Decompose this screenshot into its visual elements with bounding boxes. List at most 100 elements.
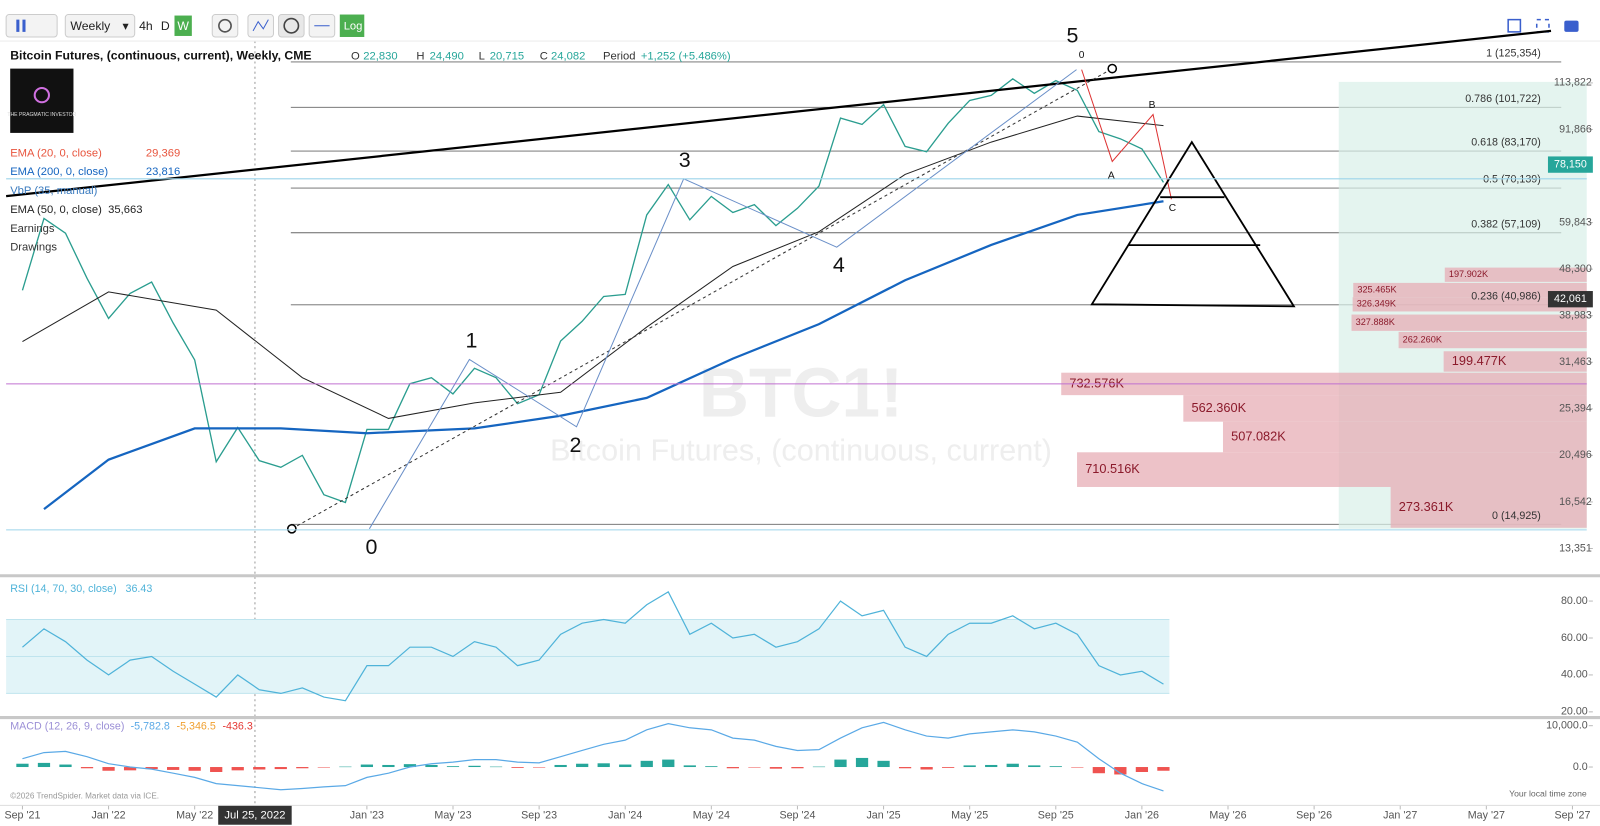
interval-dropdown[interactable] xyxy=(64,14,136,38)
y-tick-label: 59,843 xyxy=(1559,216,1592,228)
wave-count xyxy=(1081,69,1172,200)
fib-label: 0.382 (57,109) xyxy=(1471,218,1541,230)
x-tick-label: Jan '27 xyxy=(1383,809,1417,821)
wave-label: 2 xyxy=(570,433,582,457)
vbp-label: 326.349K xyxy=(1357,299,1397,309)
series-line xyxy=(22,115,1164,419)
macd-histogram-bar xyxy=(511,767,524,768)
macd-histogram-bar xyxy=(619,764,632,768)
interval-button[interactable]: W xyxy=(177,19,189,33)
underlay xyxy=(6,41,1587,806)
wave-label: 4 xyxy=(833,253,845,277)
macd-histogram-bar xyxy=(963,765,976,768)
ohlc-label: H xyxy=(416,50,424,62)
x-tick-label: May '25 xyxy=(951,809,988,821)
y-tick-label: 38,983 xyxy=(1559,310,1592,322)
fib-label: 0 (14,925) xyxy=(1492,510,1541,522)
trend-line xyxy=(291,68,1113,530)
macd-histogram-bar xyxy=(145,767,158,770)
y-tick-label: 31,463 xyxy=(1559,356,1592,368)
macd-histogram-bar xyxy=(339,766,352,768)
trend-line xyxy=(6,29,1552,198)
tool-button[interactable] xyxy=(278,14,305,38)
vbp-bar xyxy=(1353,282,1587,298)
x-tick-label: Jan '24 xyxy=(608,809,642,821)
chart-type-button[interactable] xyxy=(5,14,58,38)
icon-button[interactable] xyxy=(1507,18,1522,33)
macd-histogram-bar xyxy=(1092,767,1105,774)
ohlc-label: Period xyxy=(603,50,635,62)
macd-histogram-bar xyxy=(597,763,610,768)
ohlc-value: 24,082 xyxy=(551,50,585,62)
vbp-label: 273.361K xyxy=(1399,499,1454,514)
macd-histogram-bar xyxy=(683,765,696,768)
ohlc-label: C xyxy=(540,50,548,62)
icon-button[interactable] xyxy=(1564,20,1579,32)
macd-histogram-bar xyxy=(403,764,417,768)
toolbar: Weekly ▾ 4h D W Log xyxy=(5,14,1579,38)
interval-button[interactable]: 4h xyxy=(139,19,153,33)
vbp-label: 199.477K xyxy=(1452,353,1507,368)
macd-histogram-bar xyxy=(37,762,51,768)
y-tick-label: 0.0 xyxy=(1573,761,1588,773)
x-tick-label: Sep '27 xyxy=(1554,809,1590,821)
macd-histogram-bar xyxy=(80,767,94,769)
log-button[interactable] xyxy=(339,14,365,37)
macd-histogram-bar xyxy=(317,767,330,768)
macd-histogram-bar xyxy=(985,764,998,768)
macd-histogram-bar xyxy=(705,766,718,768)
macd-histogram-bar xyxy=(446,766,460,768)
logo-icon xyxy=(33,86,50,104)
vbp-label: 507.082K xyxy=(1231,428,1286,443)
icon-button[interactable] xyxy=(1535,18,1550,33)
series-line xyxy=(21,77,1165,504)
price-tag-label: 42,061 xyxy=(1554,293,1587,305)
legend-name: VbP (35, manual) xyxy=(10,185,97,197)
price-tag xyxy=(1547,156,1593,173)
triangle xyxy=(1090,140,1296,308)
y-tick-label: 10,000.0 xyxy=(1546,720,1588,732)
macd-histogram-bar xyxy=(231,767,244,771)
macd-histogram-bar xyxy=(898,767,912,769)
vbp-label: 197.902K xyxy=(1449,269,1489,279)
macd-histogram-bar xyxy=(532,767,546,768)
interval-button[interactable]: D xyxy=(161,19,170,33)
rsi-reading: 36.43 xyxy=(126,583,153,595)
macd-histogram-bar xyxy=(855,757,869,768)
legend-value: 23,816 xyxy=(146,166,180,178)
settings-button[interactable] xyxy=(211,14,239,38)
macd-reading: -5,782.8 xyxy=(131,721,170,733)
vbp-label: 732.576K xyxy=(1069,375,1124,390)
fib-label: 0.236 (40,986) xyxy=(1471,290,1541,302)
dropdown-arrow: ▾ xyxy=(122,19,129,33)
legend-value: 35,663 xyxy=(108,204,142,216)
y-tick-label: 20.00 xyxy=(1561,706,1588,718)
x-tick-label: Sep '21 xyxy=(4,809,40,821)
macd-histogram-bar xyxy=(296,767,309,769)
vbp-bar xyxy=(1352,297,1587,312)
y-tick-label: 60.00 xyxy=(1561,632,1588,644)
macd-histogram-bar xyxy=(188,767,201,771)
y-tick-label: 80.00 xyxy=(1561,595,1588,607)
y-tick-label: 20,496 xyxy=(1559,449,1592,461)
x-tick-label: May '27 xyxy=(1468,809,1505,821)
icon xyxy=(22,19,26,32)
x-tick-label: Jan '23 xyxy=(350,809,384,821)
legend-name: Drawings xyxy=(10,242,57,254)
macd-histogram-bar xyxy=(791,767,804,769)
macd-histogram-bar xyxy=(382,764,395,768)
y-tick-label: 40.00 xyxy=(1561,669,1588,681)
x-tick-label: Jan '26 xyxy=(1125,809,1159,821)
macd-histogram-bar xyxy=(468,765,481,768)
macd-histogram-bar xyxy=(1114,767,1127,775)
macd-histogram-bar xyxy=(210,767,223,772)
wave-label: C xyxy=(1169,203,1176,214)
macd-histogram-bar xyxy=(769,767,783,769)
active-interval[interactable] xyxy=(174,15,192,36)
price-tag xyxy=(1547,291,1593,308)
icon xyxy=(283,17,300,34)
macd-histogram-bar xyxy=(425,764,438,768)
macd-histogram-bar xyxy=(167,767,180,770)
y-tick-label: 16,542 xyxy=(1559,496,1592,508)
